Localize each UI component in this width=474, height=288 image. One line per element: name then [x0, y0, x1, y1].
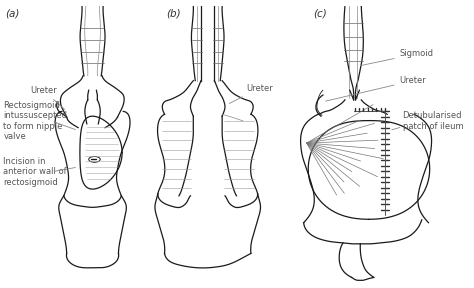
Text: Sigmoid: Sigmoid	[360, 49, 434, 66]
Text: Detubularised
patch of ileum: Detubularised patch of ileum	[402, 111, 463, 131]
Text: Incision in
anterior wall of
rectosigmoid: Incision in anterior wall of rectosigmoi…	[3, 157, 67, 187]
Text: Rectosigmoid
intussuscepted
to form nipple
valve: Rectosigmoid intussuscepted to form nipp…	[3, 101, 67, 141]
Text: Ureter: Ureter	[30, 86, 64, 109]
Text: (c): (c)	[313, 9, 327, 19]
Text: (b): (b)	[166, 9, 181, 19]
Text: Ureter: Ureter	[326, 76, 427, 101]
Text: Ureter: Ureter	[229, 84, 273, 103]
Text: (a): (a)	[5, 9, 19, 19]
